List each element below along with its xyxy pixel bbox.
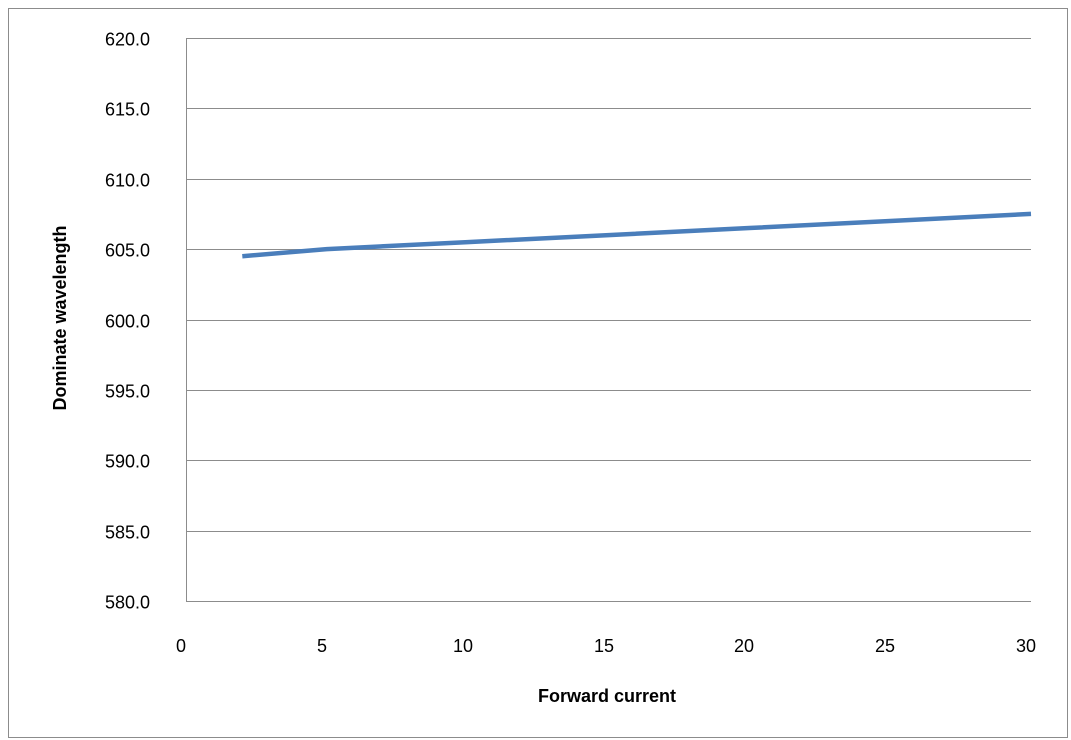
x-tick-label: 0 [176,636,186,656]
y-tick-label: 590.0 [105,452,150,472]
x-tick-label: 20 [734,636,754,656]
x-tick-labels: 0 5 10 15 20 25 30 [176,636,1036,656]
series-line [242,211,1032,259]
y-tick-label: 615.0 [105,100,150,120]
x-axis-title: Forward current [538,686,676,706]
y-axis-title: Dominate wavelength [50,225,70,410]
x-tick-label: 30 [1016,636,1036,656]
y-tick-label: 605.0 [105,241,150,261]
y-tick-label: 600.0 [105,312,150,332]
gridlines [186,38,1031,602]
y-tick-labels: 620.0 615.0 610.0 605.0 600.0 595.0 590.0 585.0… [105,30,150,613]
chart-frame [8,8,1068,738]
x-tick-label: 10 [453,636,473,656]
y-tick-label: 585.0 [105,523,150,543]
y-tick-label: 610.0 [105,171,150,191]
x-tick-label: 5 [317,636,327,656]
x-tick-label: 25 [875,636,895,656]
x-tick-label: 15 [594,636,614,656]
y-tick-label: 620.0 [105,30,150,50]
y-tick-label: 580.0 [105,593,150,613]
y-tick-label: 595.0 [105,382,150,402]
series-layer [242,211,1032,259]
